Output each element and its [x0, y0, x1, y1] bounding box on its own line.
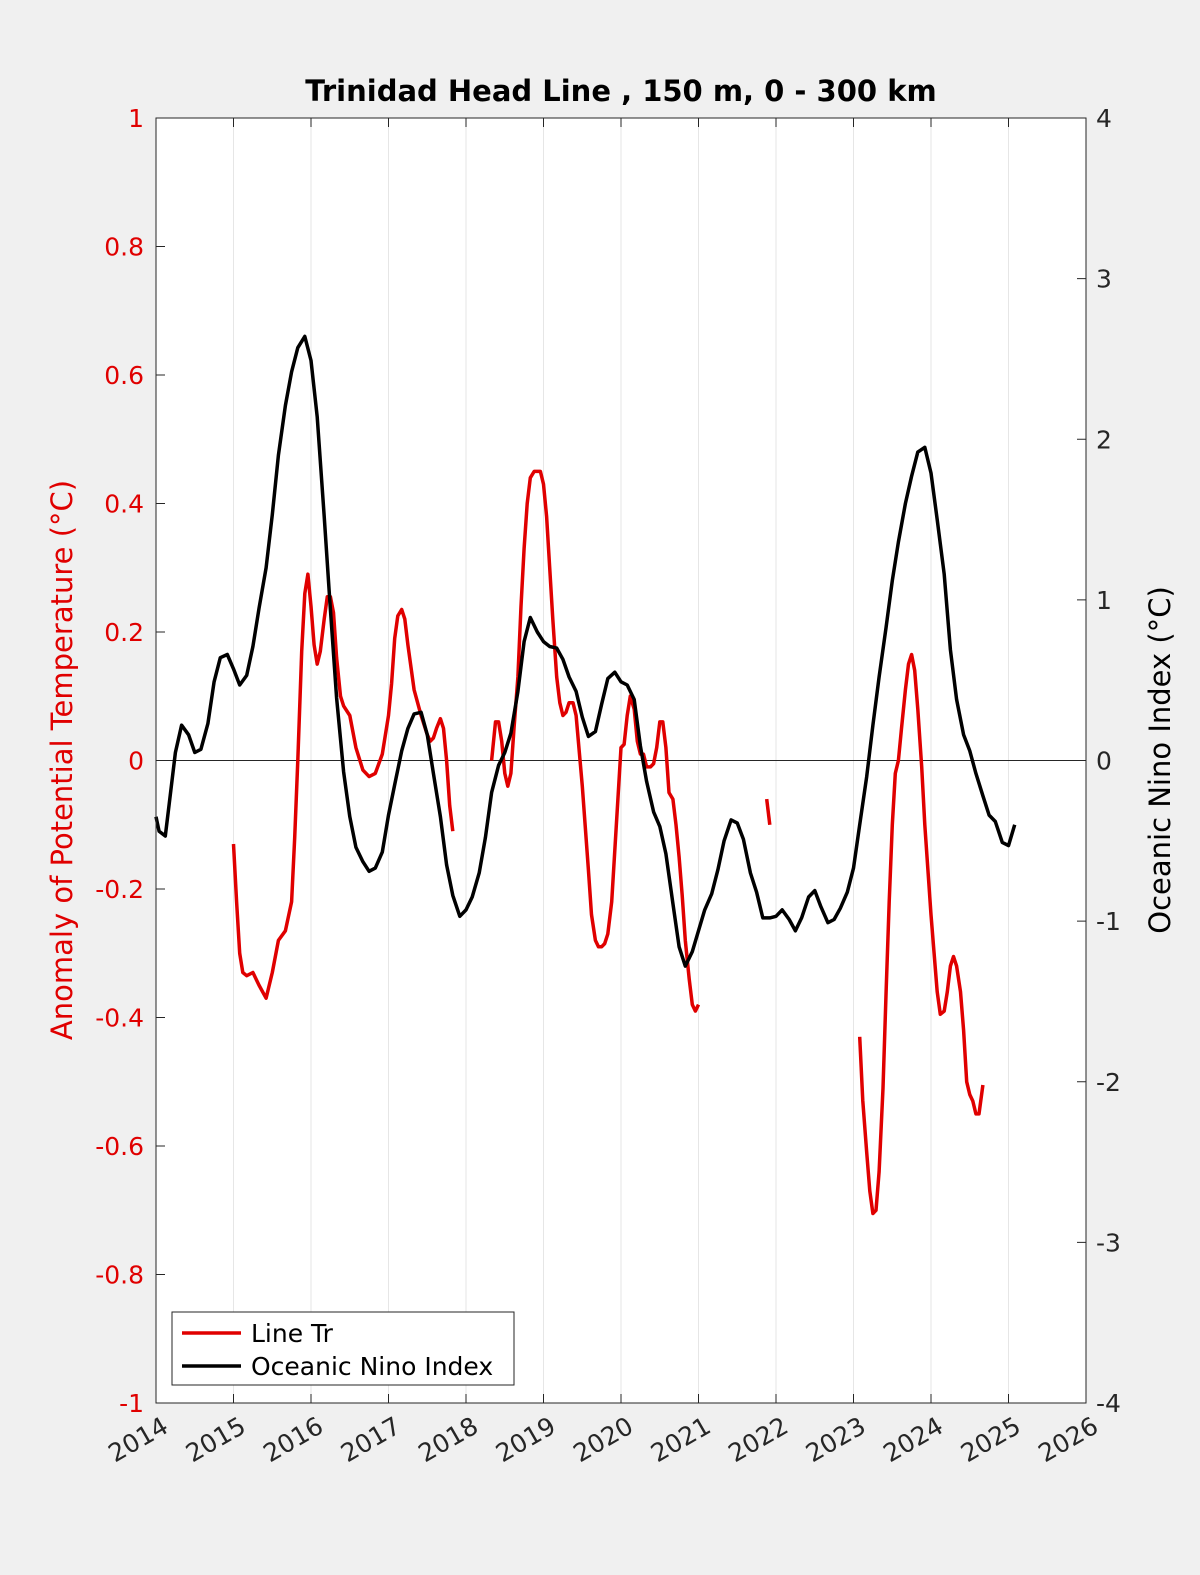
y-axis-label-right: Oceanic Nino Index (°C) [1143, 586, 1177, 934]
legend-label-oni: Oceanic Nino Index [251, 1352, 493, 1381]
y-tick-label-left: -0.4 [95, 1004, 144, 1033]
y-tick-label-left: -0.2 [95, 875, 144, 904]
y-tick-label-left: 0.6 [104, 361, 144, 390]
legend: Line Tr Oceanic Nino Index [171, 1311, 515, 1386]
y-tick-label-right: 3 [1096, 265, 1112, 294]
y-tick-label-left: 0.4 [104, 490, 144, 519]
chart-title: Trinidad Head Line , 150 m, 0 - 300 km [305, 74, 936, 108]
y-tick-label-right: 1 [1096, 586, 1112, 615]
series-line-tr-segment-2 [764, 798, 772, 826]
y-axis-label-left: Anomaly of Potential Temperature (°C) [45, 480, 79, 1040]
y-tick-label-right: 0 [1096, 747, 1112, 776]
legend-label-line-tr: Line Tr [251, 1319, 334, 1348]
tick-layer: 2014 2015 2016 2017 2018 2019 2020 2021 2022 2023… [95, 104, 1121, 1468]
legend-box [171, 1311, 515, 1386]
y-tick-label-left: 0 [128, 747, 144, 776]
y-tick-label-right: 4 [1096, 104, 1112, 133]
y-tick-label-right: -1 [1096, 907, 1121, 936]
y-tick-label-left: -1 [119, 1389, 144, 1418]
series-line-tr-segment-3 [857, 652, 985, 1216]
series-line-tr-segment-1 [489, 469, 701, 1013]
y-tick-label-left: 1 [128, 104, 144, 133]
y-tick-label-left: -0.8 [95, 1261, 144, 1290]
y-tick-label-left: -0.6 [95, 1132, 144, 1161]
y-tick-label-left: 0.2 [104, 618, 144, 647]
y-tick-label-right: -4 [1096, 1389, 1121, 1418]
y-tick-label-left: 0.8 [104, 233, 144, 262]
y-tick-label-right: 2 [1096, 425, 1112, 454]
series-layer [154, 334, 1017, 1216]
y-tick-label-right: -2 [1096, 1068, 1121, 1097]
y-tick-label-right: -3 [1096, 1228, 1121, 1257]
series-oceanic-nino-index-segment-0 [154, 334, 1017, 968]
